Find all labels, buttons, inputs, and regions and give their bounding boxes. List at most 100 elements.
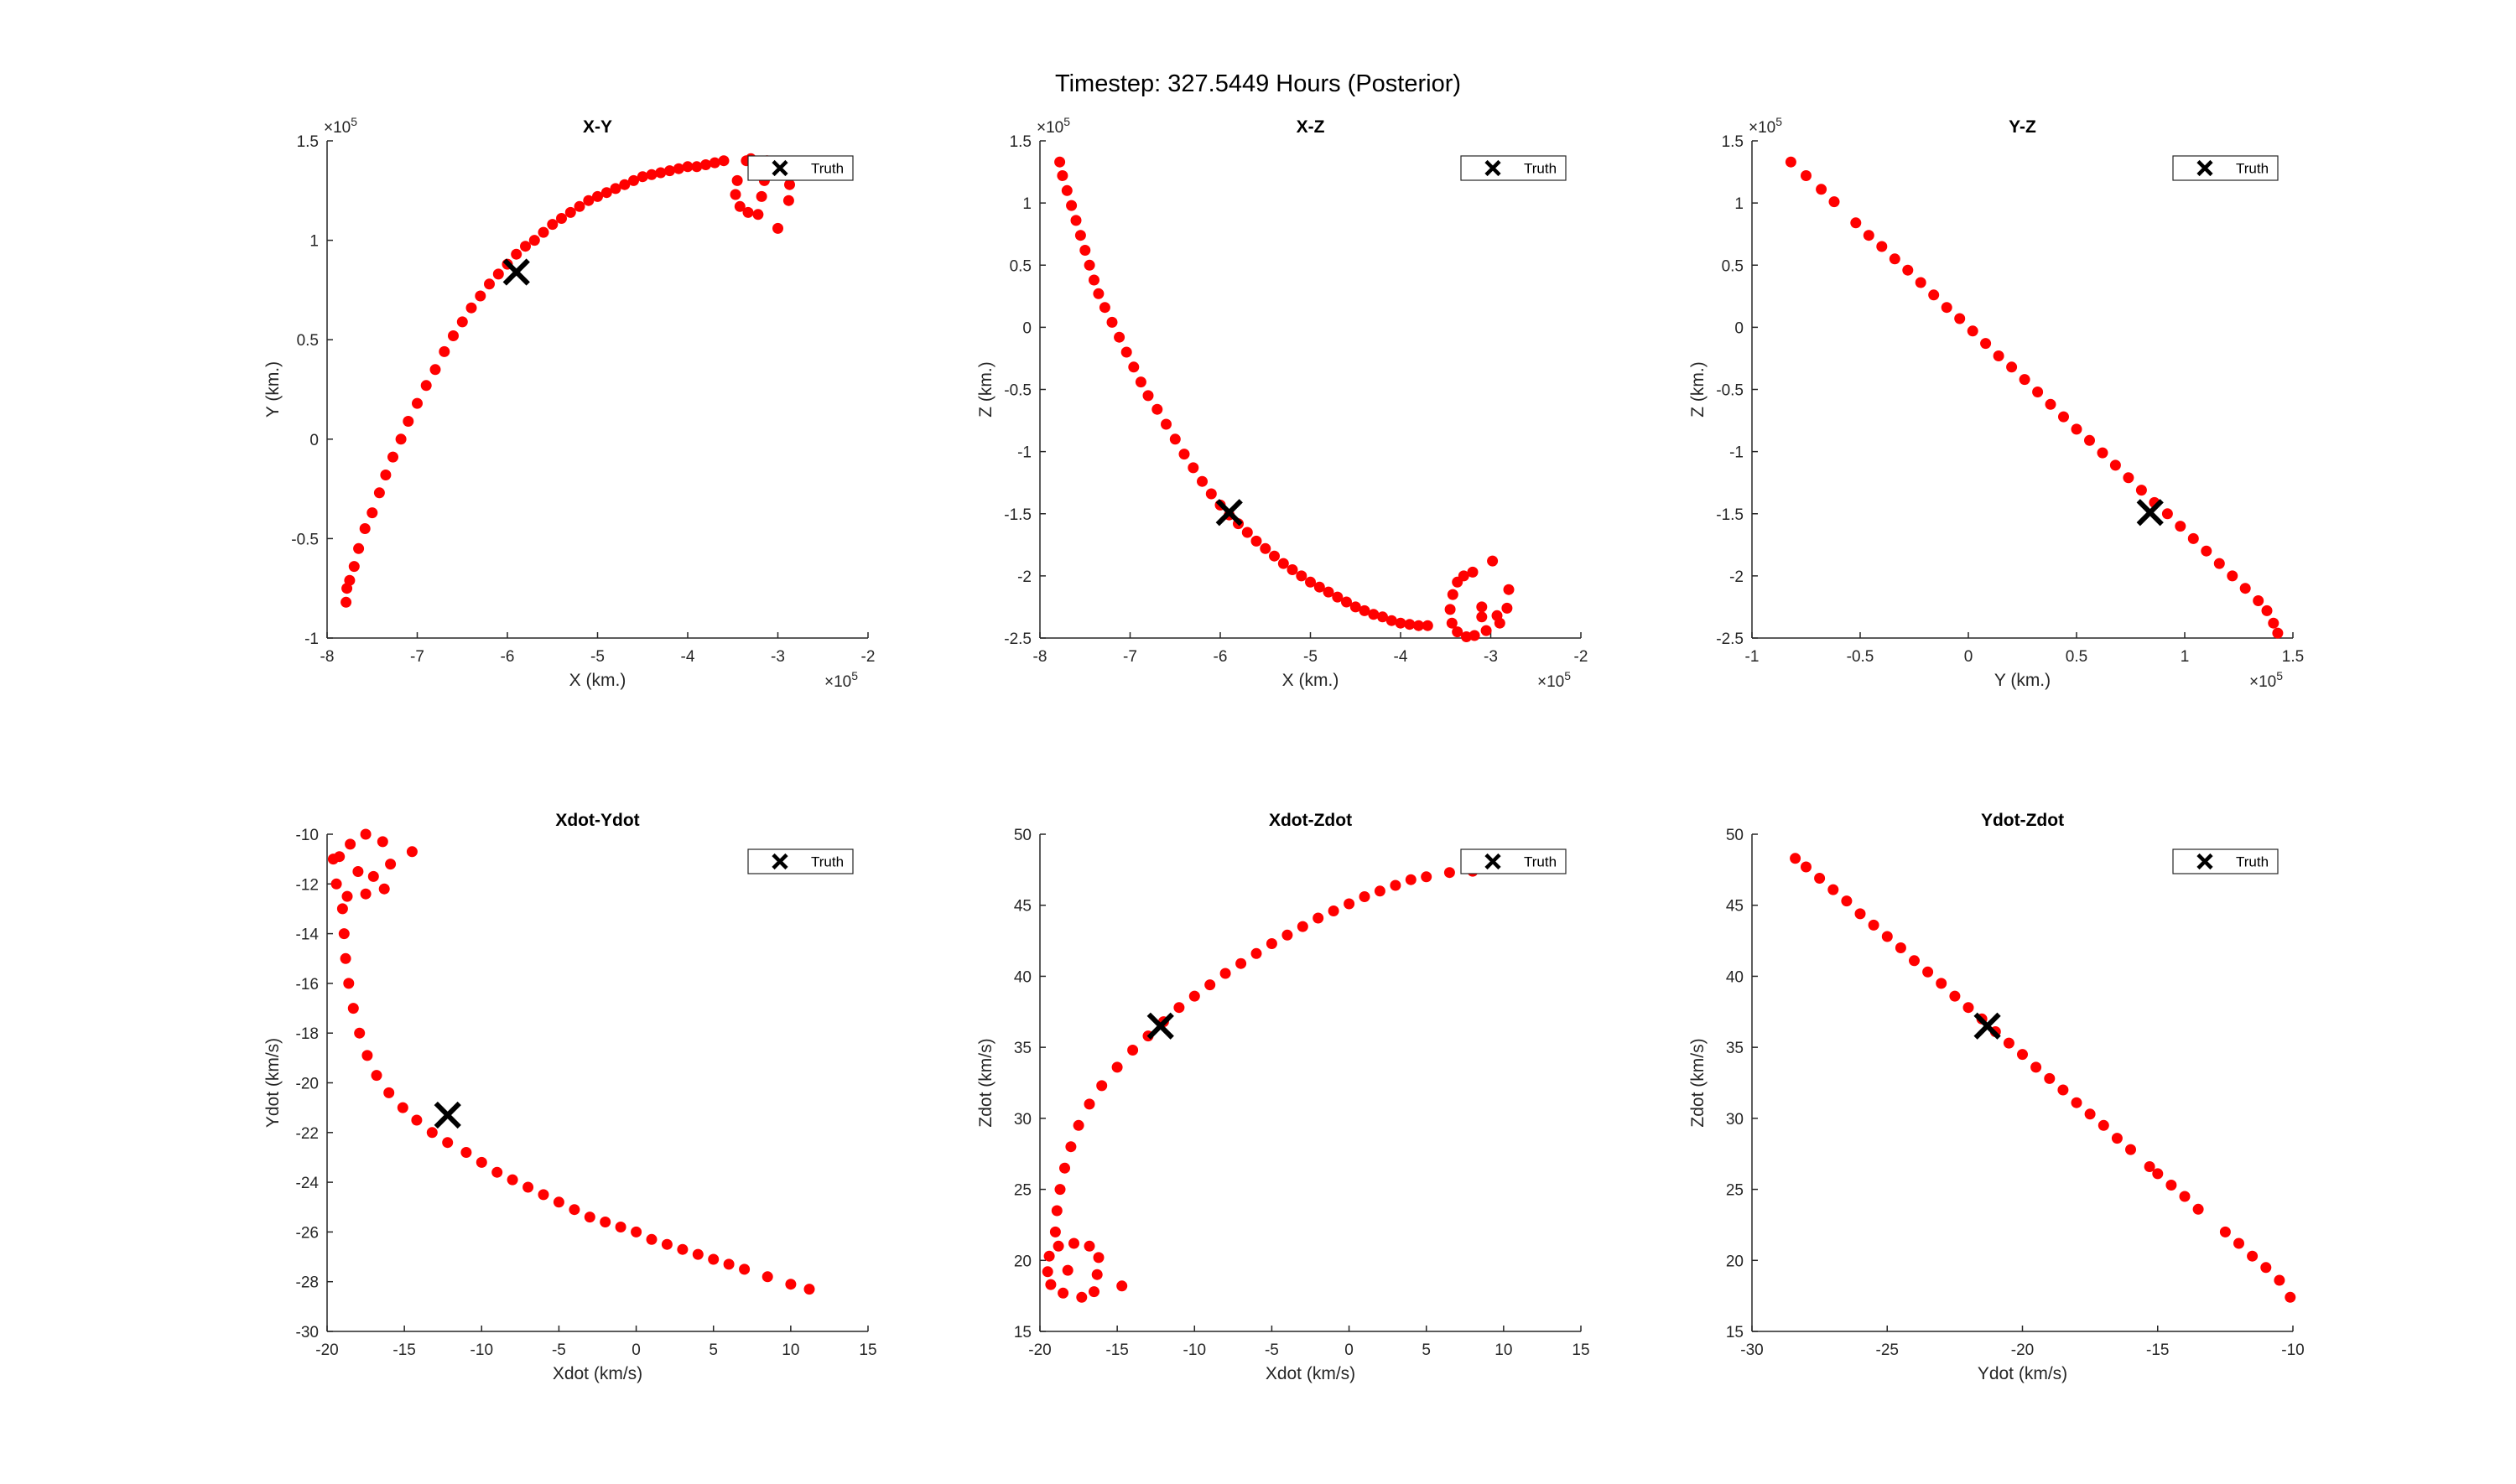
truth-marker: [1215, 499, 1243, 527]
particle-point: [2044, 1072, 2056, 1084]
particle-point: [1814, 873, 1826, 884]
particle-point: [1390, 880, 1401, 891]
particle-point: [336, 903, 348, 915]
chart-title: Y-Z: [2009, 117, 2036, 137]
particle-point: [2175, 521, 2186, 532]
y-tick-label: 30: [1014, 1111, 1032, 1129]
truth-marker-stroke: [1973, 1012, 2001, 1040]
y-axis-label: Z (km.): [1688, 361, 1708, 417]
particle-point: [1332, 591, 1344, 603]
y-tick-label: -2.5: [1716, 630, 1744, 648]
legend-marker-stroke: [772, 853, 788, 870]
particle-point: [1076, 1291, 1088, 1303]
particle-point: [2187, 532, 2199, 544]
particle-point: [1066, 200, 1078, 211]
plot-area: -20 -15 -10 -5 0 5 10 15 -30 -28 -26 -24 -22 -20 -18 -1…: [263, 811, 877, 1383]
particle-point: [1816, 184, 1827, 195]
particle-point: [348, 561, 360, 573]
chart-panel-1: -8 -7 -6 -5 -4 -3 -2 -1 -0.5 0 0.5 1 1.5 ×105 ×105 X-Y X…: [263, 115, 875, 691]
particle-point: [2201, 545, 2212, 557]
legend-truth-marker: [772, 159, 788, 177]
truth-marker: [1146, 1012, 1174, 1040]
particle-point: [723, 1258, 735, 1270]
particle-point: [412, 397, 423, 409]
legend-truth-marker: [1484, 853, 1501, 870]
plot-area: -30 -25 -20 -15 -10 15 20 25 30 35 40 45 50 Ydot-Zdot…: [1688, 811, 2305, 1383]
particle-point: [1235, 957, 1247, 969]
y-tick-label: -2: [1729, 568, 1744, 586]
particle-point: [1093, 1252, 1105, 1263]
particle-point: [1204, 979, 1216, 991]
particle-point: [1084, 259, 1095, 271]
particle-point: [1881, 931, 1893, 942]
particle-point: [2109, 459, 2121, 471]
particle-point: [1404, 619, 1416, 630]
particle-point: [1480, 625, 1492, 636]
y-tick-label: 30: [1726, 1111, 1744, 1129]
x-tick-label: 10: [1495, 1341, 1512, 1359]
y-tick-label: -30: [296, 1324, 319, 1341]
particle-point: [1909, 955, 1920, 967]
particle-point: [354, 1027, 366, 1039]
x-axis-label: X (km.): [1282, 671, 1339, 690]
particle-point: [340, 596, 352, 608]
particle-point: [673, 163, 684, 174]
legend-truth-marker: [1484, 159, 1501, 177]
particle-point: [1395, 617, 1406, 629]
particle-point: [1405, 874, 1417, 885]
particle-point: [520, 241, 531, 252]
particle-point: [2111, 1133, 2123, 1144]
particle-cloud: [1042, 865, 1479, 1303]
y-tick-label: 35: [1726, 1040, 1744, 1057]
plot-area: -8 -7 -6 -5 -4 -3 -2 -1 -0.5 0 0.5 1 1.5 ×105 ×105 X-Y X…: [263, 115, 875, 691]
particle-point: [1461, 631, 1472, 642]
y-tick-label: 25: [1726, 1182, 1744, 1200]
particle-point: [1114, 331, 1125, 343]
y-tick-label: 45: [1726, 898, 1744, 916]
particle-point: [1197, 475, 1208, 487]
particle-point: [1266, 938, 1277, 949]
y-tick-label: 1.5: [1722, 133, 1744, 151]
particle-point: [1801, 170, 1812, 181]
particle-point: [360, 888, 372, 900]
particle-point: [1501, 602, 1513, 614]
legend-marker-stroke: [1484, 853, 1501, 870]
y-tick-label: 25: [1014, 1182, 1032, 1200]
y-tick-label: 0: [309, 432, 319, 449]
particle-point: [1915, 277, 1926, 288]
particle-point: [2227, 570, 2238, 582]
y-tick-label: -26: [296, 1224, 319, 1242]
particle-point: [366, 507, 378, 519]
particle-point: [1936, 978, 1947, 989]
particle-point: [1079, 245, 1091, 256]
particle-cloud: [1790, 853, 2296, 1303]
y-tick-label: 35: [1014, 1040, 1032, 1057]
plot-area: -8 -7 -6 -5 -4 -3 -2 -2.5 -2 -1.5 -1 -0.5 0 0.5 1 1.5 ×1…: [976, 115, 1588, 691]
particle-point: [1287, 564, 1298, 575]
y-exponent-label: ×105: [1037, 115, 1070, 137]
particle-point: [343, 978, 355, 989]
particle-point: [2030, 1061, 2042, 1073]
particle-point: [1467, 566, 1479, 578]
x-axis-label: Xdot (km/s): [553, 1364, 642, 1383]
particle-point: [547, 219, 559, 231]
particle-point: [475, 290, 486, 302]
x-tick-label: -8: [320, 648, 335, 666]
y-axis-label: Zdot (km/s): [1688, 1038, 1708, 1127]
particle-point: [772, 222, 783, 234]
particle-point: [718, 155, 730, 167]
particle-point: [2261, 604, 2273, 616]
particle-point: [1250, 535, 1262, 547]
particle-point: [1863, 230, 1874, 241]
particle-point: [1057, 170, 1068, 181]
x-tick-label: 5: [709, 1341, 718, 1359]
particle-point: [782, 195, 794, 206]
legend-marker-stroke: [2196, 853, 2213, 870]
legend-label: Truth: [2236, 854, 2269, 870]
particle-point: [380, 470, 392, 480]
y-tick-label: -18: [296, 1025, 319, 1043]
x-exponent-label: ×105: [2249, 669, 2283, 691]
particle-point: [1277, 558, 1289, 569]
y-axis-label: Ydot (km/s): [263, 1038, 283, 1128]
y-tick-label: -24: [296, 1175, 320, 1192]
